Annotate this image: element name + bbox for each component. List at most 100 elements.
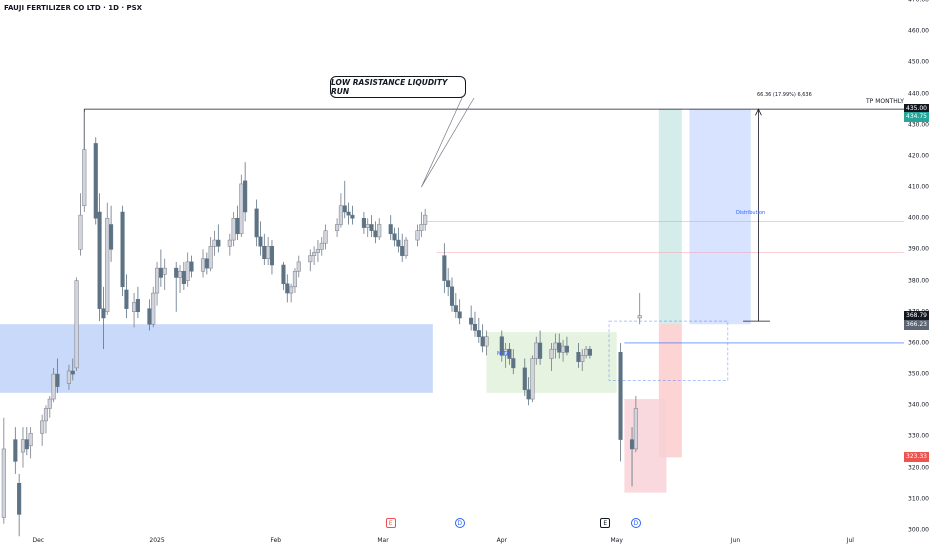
zones-layer bbox=[0, 109, 751, 493]
candle-body bbox=[507, 348, 512, 359]
mtz-label: M TZ bbox=[497, 351, 510, 357]
x-tick-label: Apr bbox=[496, 537, 507, 544]
price-axis[interactable]: 300.00 310.00 320.00 330.00 340.00 350.00 360.… bbox=[906, 0, 932, 534]
candle-body bbox=[423, 214, 428, 225]
event-marker[interactable]: D bbox=[630, 518, 641, 528]
candle-body bbox=[312, 252, 317, 256]
x-tick-label: May bbox=[610, 537, 623, 544]
x-tick-label: Feb bbox=[270, 537, 282, 544]
candle-body bbox=[338, 205, 343, 225]
candle-body bbox=[377, 224, 382, 238]
candle-body bbox=[24, 439, 29, 450]
candle-body bbox=[82, 149, 87, 207]
x-tick-label: Mar bbox=[377, 537, 389, 544]
candle-body bbox=[181, 270, 186, 284]
candle-body bbox=[262, 246, 267, 260]
candle-body bbox=[151, 292, 156, 325]
candle-body bbox=[633, 408, 638, 450]
y-tick-label: 390.00 bbox=[908, 245, 929, 253]
y-tick-label: 440.00 bbox=[908, 90, 929, 98]
candle-body bbox=[576, 352, 581, 362]
measure-label: 66.36 (17.99%) 6,636 bbox=[757, 92, 812, 98]
candle-body bbox=[177, 270, 183, 278]
candle-body bbox=[392, 233, 397, 241]
y-tick-label: 460.00 bbox=[908, 27, 929, 35]
candle-body bbox=[235, 217, 240, 235]
candle-body bbox=[346, 211, 351, 216]
x-tick-label: 2025 bbox=[149, 537, 165, 544]
event-marker[interactable]: E bbox=[385, 518, 396, 528]
candle-body bbox=[350, 214, 355, 219]
candle-body bbox=[212, 239, 217, 247]
candle-body bbox=[208, 246, 213, 269]
event-marker[interactable]: E bbox=[600, 518, 611, 528]
price-badge: 323.33 bbox=[904, 452, 929, 463]
candle-body bbox=[227, 239, 232, 247]
x-tick-label: Dec bbox=[32, 537, 45, 544]
candle-body bbox=[308, 255, 313, 263]
callout-pointer bbox=[421, 97, 475, 188]
x-tick-label: Jun bbox=[730, 537, 741, 544]
candle-body bbox=[17, 482, 22, 515]
candle-body bbox=[587, 348, 592, 356]
candle-body bbox=[266, 246, 271, 260]
candle-body bbox=[319, 242, 324, 250]
candle-body bbox=[342, 205, 347, 213]
candle-body bbox=[189, 261, 194, 272]
candle-body bbox=[289, 286, 294, 294]
candle-body bbox=[530, 358, 535, 400]
y-tick-label: 420.00 bbox=[908, 152, 929, 160]
candle-body bbox=[511, 358, 516, 369]
chart-title: FAUJI FERTILIZER CO LTD · 1D · PSX bbox=[4, 4, 143, 12]
annotation-lines-layer bbox=[83, 97, 904, 344]
candle-body bbox=[449, 286, 455, 306]
y-tick-label: 470.00 bbox=[908, 0, 929, 4]
candle-body bbox=[419, 224, 424, 231]
candle-body bbox=[564, 345, 569, 353]
candle-body bbox=[637, 315, 642, 319]
candle-body bbox=[561, 345, 566, 353]
candle-body bbox=[174, 267, 179, 278]
candle-body bbox=[132, 302, 137, 313]
x-tick-label: Jul bbox=[846, 537, 854, 544]
candle-body bbox=[373, 230, 378, 238]
candle-body bbox=[365, 224, 370, 228]
event-marker[interactable]: D bbox=[454, 518, 465, 528]
y-tick-label: 410.00 bbox=[908, 183, 929, 191]
candle-body bbox=[580, 355, 585, 362]
y-tick-label: 340.00 bbox=[908, 401, 929, 409]
candle-body bbox=[162, 267, 167, 275]
callout-box[interactable]: LOW RASISTANCE LIQUDITY RUN bbox=[330, 76, 466, 98]
candle-body bbox=[469, 317, 474, 325]
price-badge: 435.00 bbox=[904, 104, 929, 115]
y-tick-label: 300.00 bbox=[908, 526, 929, 534]
y-tick-label: 400.00 bbox=[908, 214, 929, 222]
candle-body bbox=[97, 211, 102, 309]
candle-body bbox=[43, 408, 49, 422]
price-badge: 434.75 bbox=[904, 111, 929, 122]
candle-body bbox=[526, 389, 531, 400]
candle-body bbox=[70, 370, 75, 375]
candle-body bbox=[78, 214, 83, 250]
distribution-label: Distribution bbox=[736, 210, 766, 216]
candle-body bbox=[553, 342, 558, 350]
candle-body bbox=[361, 217, 366, 228]
target-zone bbox=[658, 109, 682, 325]
candle-body bbox=[258, 236, 263, 247]
y-tick-label: 330.00 bbox=[908, 432, 929, 440]
candle-body bbox=[204, 258, 209, 269]
y-tick-label: 380.00 bbox=[908, 277, 929, 285]
candle-body bbox=[480, 336, 485, 347]
candle-body bbox=[216, 239, 221, 247]
candle-body bbox=[1, 448, 6, 518]
candle-body bbox=[538, 342, 543, 359]
y-tick-label: 320.00 bbox=[908, 464, 929, 472]
candle-body bbox=[243, 180, 248, 213]
y-tick-label: 360.00 bbox=[908, 339, 929, 347]
candle-body bbox=[315, 249, 320, 253]
candle-body bbox=[158, 267, 163, 278]
candle-body bbox=[101, 308, 106, 319]
candle-body bbox=[396, 239, 401, 247]
candle-body bbox=[446, 280, 451, 288]
candle-body bbox=[442, 255, 447, 281]
